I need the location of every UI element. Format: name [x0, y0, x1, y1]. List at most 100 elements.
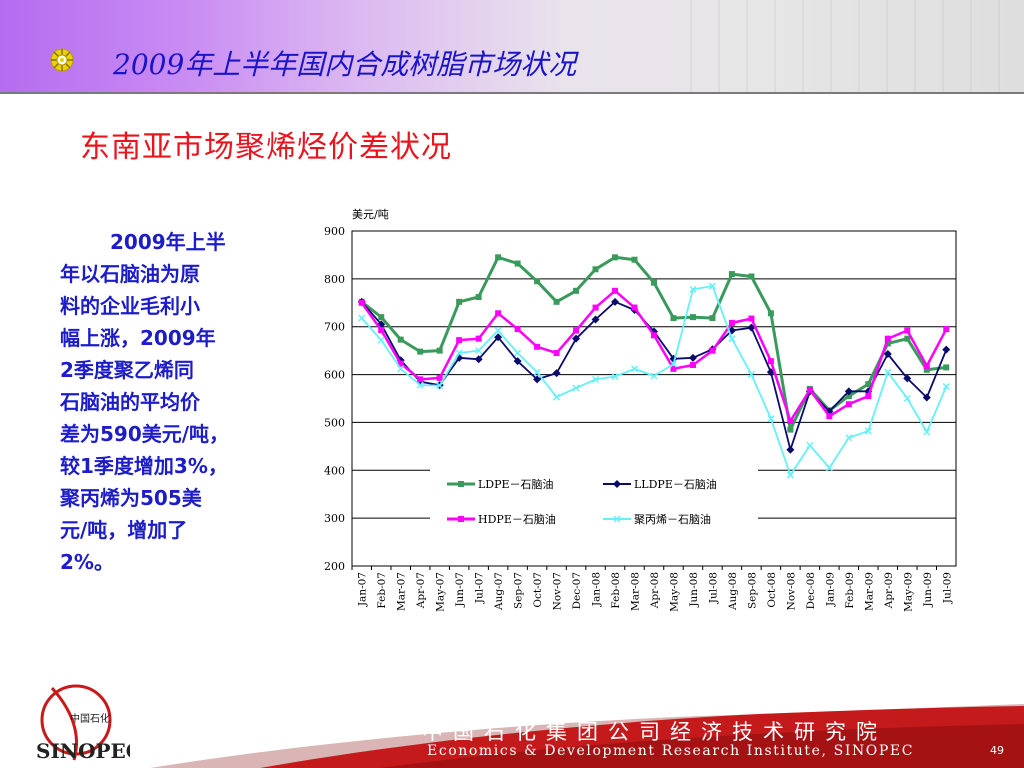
x-tick-label: Apr-09	[883, 572, 895, 609]
data-point	[864, 427, 872, 435]
data-point	[748, 273, 755, 280]
data-point	[514, 260, 521, 267]
x-tick-label: Jul-07	[474, 572, 486, 604]
series-line	[361, 285, 948, 477]
data-point	[865, 393, 872, 400]
data-point	[494, 327, 502, 335]
data-point	[397, 336, 404, 343]
plot-area	[351, 230, 957, 567]
data-point	[494, 333, 503, 342]
data-point	[377, 336, 385, 344]
data-point	[378, 314, 385, 321]
x-tick-label: Oct-08	[766, 572, 778, 608]
page-number: 49	[990, 744, 1004, 757]
data-point	[397, 365, 405, 373]
data-point	[553, 350, 560, 357]
body-line: 年以石脑油为原	[60, 262, 200, 286]
data-point	[767, 310, 774, 317]
x-tick-label: Feb-09	[844, 572, 856, 609]
data-point	[767, 415, 775, 423]
series-pp	[358, 282, 950, 479]
data-point	[552, 369, 561, 378]
data-point	[592, 375, 600, 383]
x-tick-label: Feb-08	[610, 572, 622, 609]
legend-pp: 聚丙烯－石脑油	[634, 512, 711, 526]
data-point	[495, 254, 502, 261]
x-tick-label: Aug-07	[493, 572, 505, 611]
data-point	[513, 357, 522, 366]
sinopec-logo: 中国石化 SINOPEC	[36, 684, 130, 763]
y-axis-unit-label: 美元/吨	[352, 208, 389, 221]
data-point	[904, 327, 911, 334]
x-tick-label: Dec-07	[571, 572, 583, 609]
data-point	[825, 407, 834, 416]
data-point	[884, 335, 891, 342]
x-tick-label: Mar-07	[396, 572, 408, 611]
data-point	[417, 348, 424, 355]
x-tick-label: Apr-08	[649, 572, 661, 609]
data-point	[708, 282, 716, 290]
x-tick-label: Mar-09	[863, 572, 875, 611]
data-point	[689, 362, 696, 368]
x-tick-label: Aug-08	[727, 572, 739, 611]
data-point	[533, 368, 541, 376]
data-point	[689, 285, 697, 293]
x-tick-label: Jul-08	[707, 572, 719, 604]
body-line: 幅上涨，2009年	[60, 326, 216, 350]
data-point	[592, 304, 599, 311]
logo-text: 中国石化	[70, 712, 110, 725]
data-point	[845, 401, 852, 408]
chart-grid	[351, 230, 957, 567]
data-point	[903, 394, 911, 403]
body-line: 2%。	[60, 550, 114, 574]
x-tick-label: May-07	[435, 572, 447, 612]
data-point	[514, 326, 521, 333]
data-point	[786, 445, 795, 454]
x-tick-label: Nov-07	[552, 572, 564, 610]
chart-legend: LDPE－石脑油 LLDPE－石脑油 HDPE－石脑油 聚丙烯－石脑油	[430, 466, 758, 541]
data-point	[573, 287, 580, 294]
series-line	[360, 289, 948, 423]
data-point	[591, 315, 600, 324]
x-tick-label: Mar-08	[630, 572, 642, 611]
data-point	[748, 315, 755, 322]
page-title: 2009年上半年国内合成树脂市场状况	[113, 48, 577, 81]
data-point	[709, 315, 716, 322]
x-tick-label: Jan-07	[357, 572, 369, 607]
data-point	[630, 365, 639, 373]
data-point	[534, 343, 541, 350]
data-point	[553, 393, 561, 401]
x-tick-label: Sep-07	[513, 572, 525, 609]
data-point	[688, 353, 697, 362]
data-point	[728, 319, 735, 326]
x-tick-label: Jun-09	[922, 572, 934, 608]
y-tick-label: 900	[324, 225, 345, 238]
data-point	[612, 287, 619, 294]
data-point	[845, 393, 852, 400]
body-line: 2009年上半	[110, 230, 226, 254]
x-tick-label: Sep-08	[746, 572, 758, 609]
data-point	[573, 327, 580, 334]
data-point	[806, 441, 814, 449]
x-tick-label: May-09	[902, 572, 914, 612]
data-point	[592, 266, 599, 273]
svg-text:SINOPEC: SINOPEC	[36, 739, 130, 763]
data-point	[474, 355, 483, 364]
data-point	[456, 337, 463, 344]
x-tick-label: Jun-08	[688, 572, 700, 608]
x-tick-label: Jan-09	[824, 572, 836, 607]
data-point	[669, 354, 678, 363]
data-point	[670, 365, 677, 372]
legend-hdpe: HDPE－石脑油	[478, 512, 556, 526]
data-point	[922, 393, 931, 402]
body-line: 料的企业毛利小	[60, 294, 200, 318]
data-point	[650, 372, 658, 380]
data-point	[923, 362, 930, 369]
price-spread-chart: 美元/吨 900 800 700 600 500 400 300 200 Jan-07 Feb-…	[324, 208, 957, 612]
data-point	[651, 279, 657, 286]
data-point	[865, 381, 872, 388]
body-paragraph: 2009年上半 年以石脑油为原 料的企业毛利小 幅上涨，2009年 2季度聚乙烯…	[60, 226, 298, 578]
body-line: 聚丙烯为505美	[60, 486, 202, 510]
body-line: 2季度聚乙烯同	[60, 358, 194, 382]
data-point	[572, 384, 580, 392]
